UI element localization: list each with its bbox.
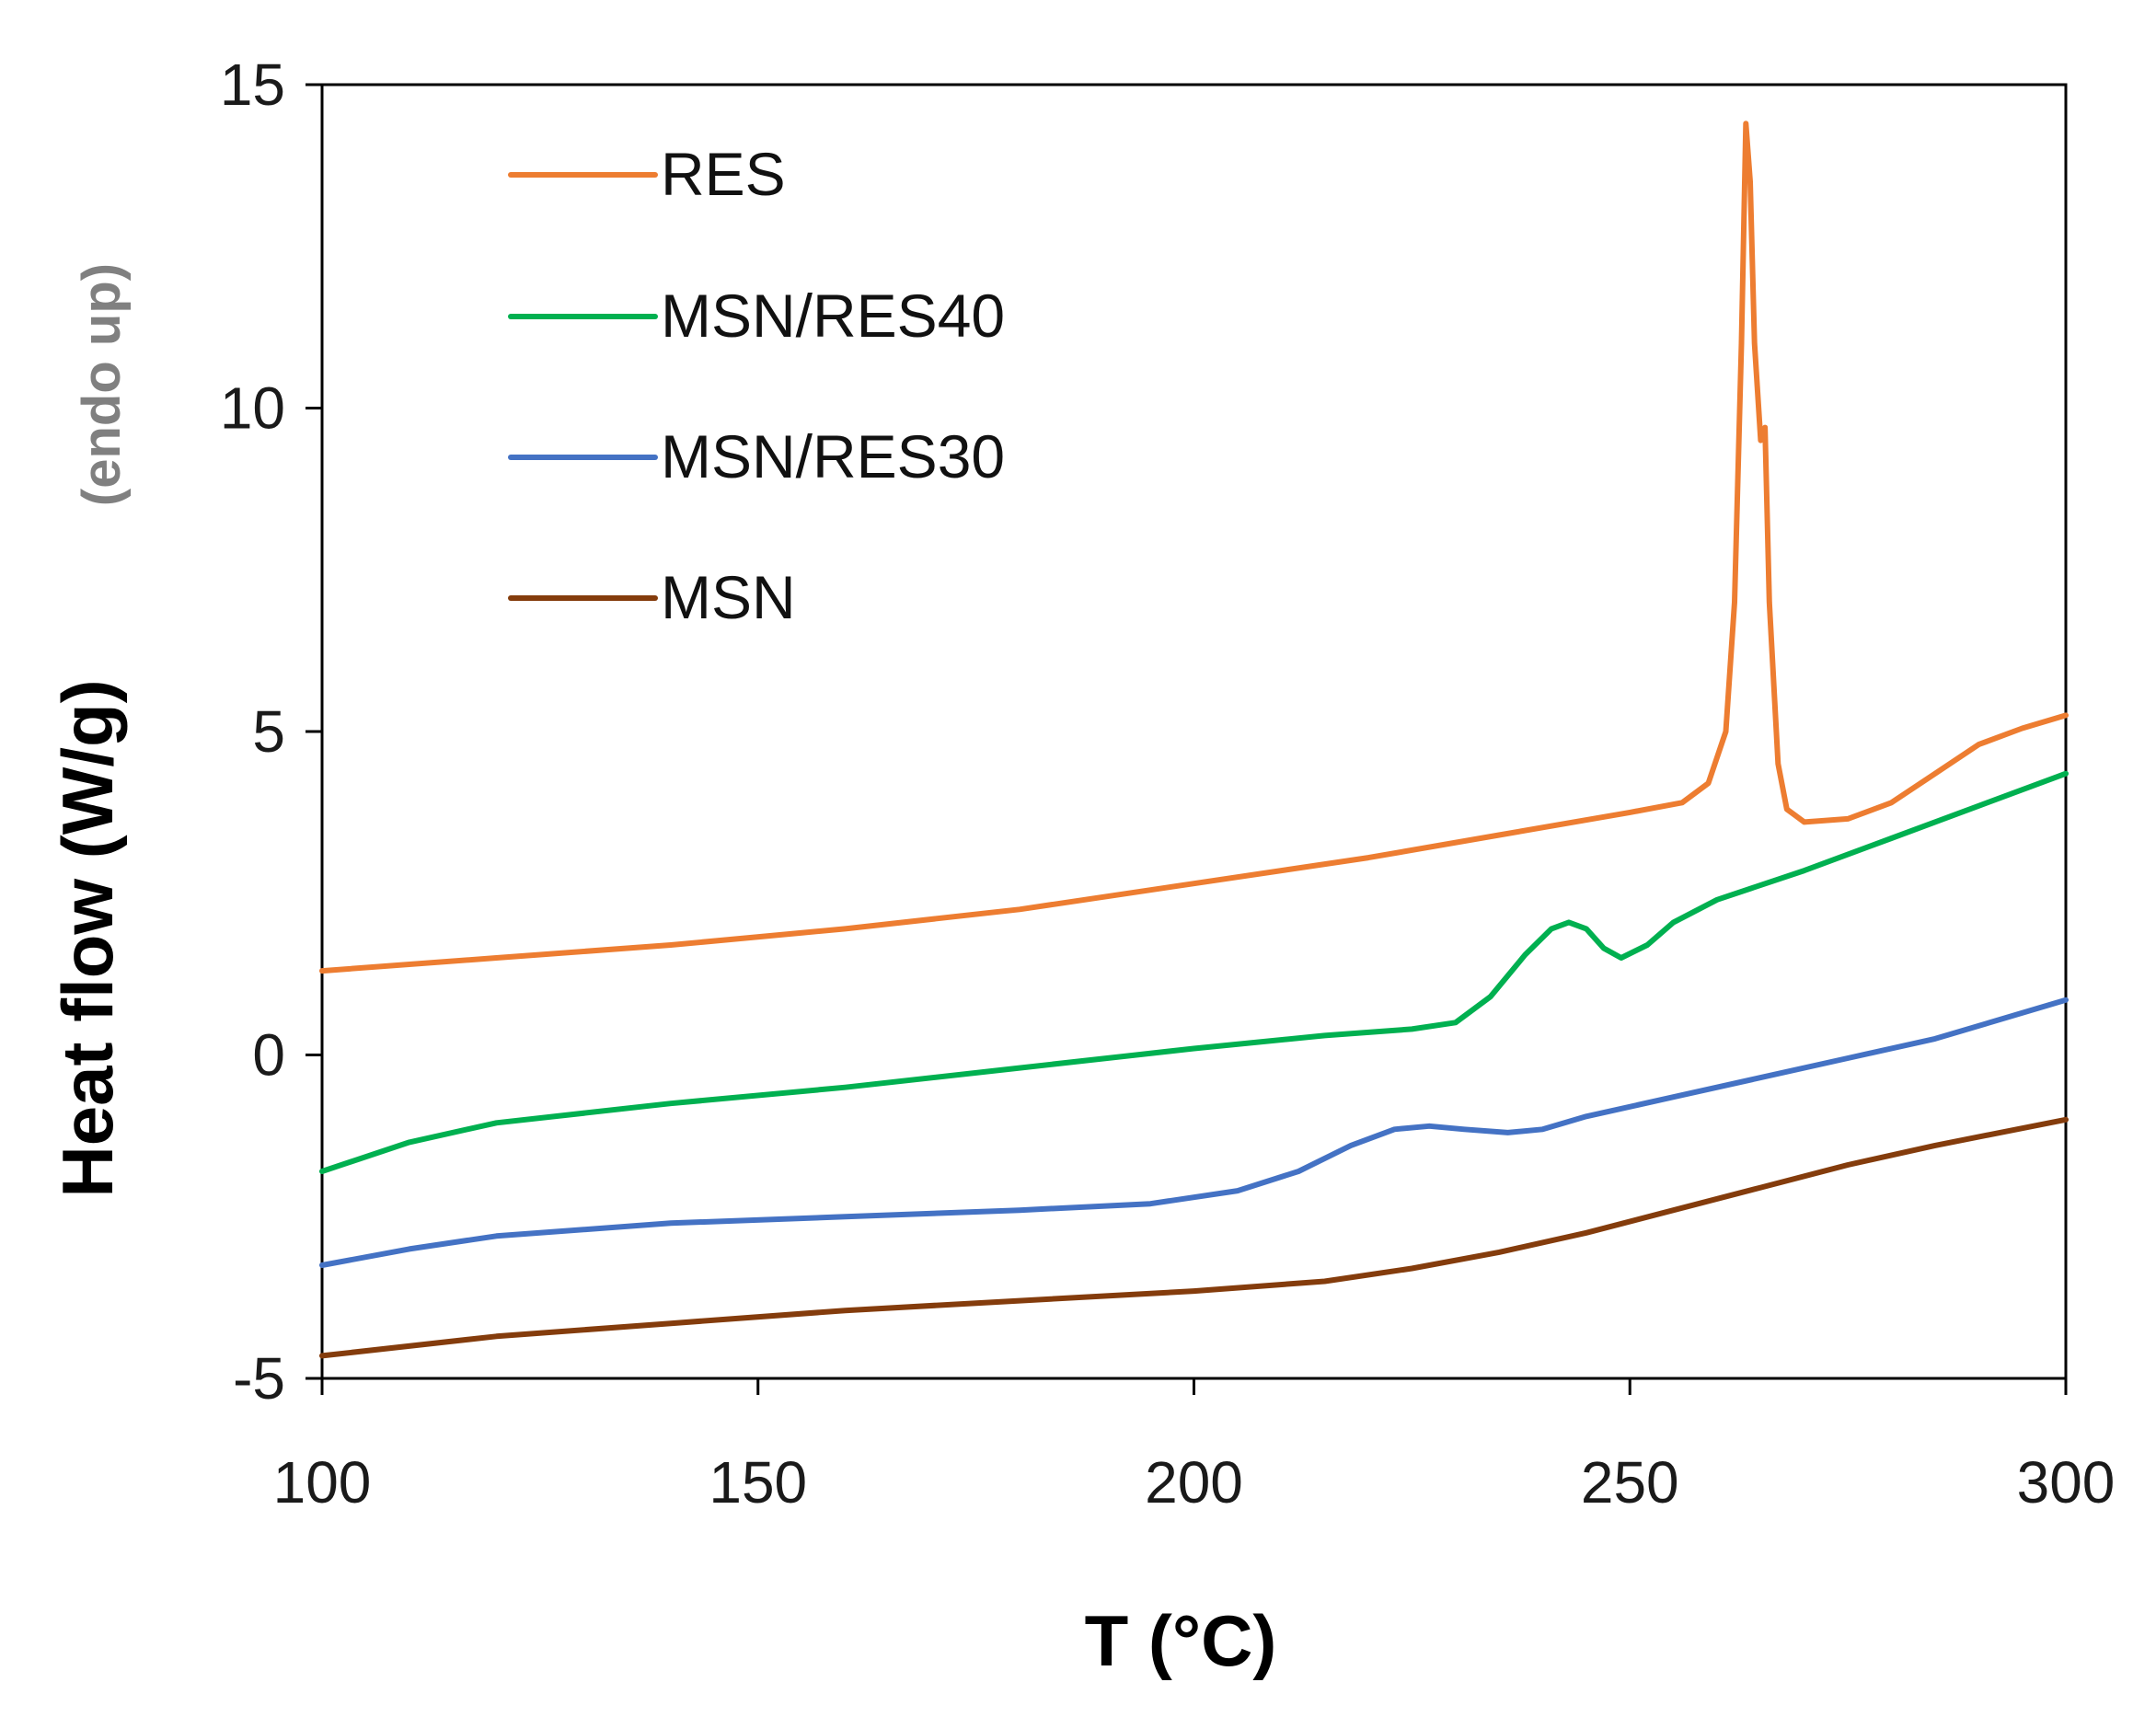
series-line-msn-res30 [319,997,2069,1268]
y-tick-label: 15 [220,52,285,118]
legend: RES MSN/RES40 MSN/RES30 MSN [508,140,1005,631]
y-tick-label: 10 [220,375,285,442]
x-tick-label: 250 [1581,1449,1679,1515]
series-line-msn [319,1116,2069,1359]
legend-label: RES [661,140,786,208]
y-axis-note: (endo up) [72,263,132,506]
x-axis-title: T (°C) [1085,1600,1277,1681]
y-axis: -5 0 5 10 15 [220,52,322,1412]
plot-frame [320,83,2068,1380]
y-axis-title: Heat flow (W/g) [47,679,128,1197]
series-layer [319,121,2069,1359]
x-axis: 100 150 200 250 300 [273,1378,2116,1515]
x-tick-label: 200 [1145,1449,1243,1515]
legend-label: MSN [661,563,796,631]
y-tick-label: 5 [252,698,285,765]
x-tick-label: 150 [709,1449,807,1515]
y-tick-label: 0 [252,1022,285,1089]
legend-label: MSN/RES30 [661,422,1005,490]
legend-label: MSN/RES40 [661,282,1005,350]
x-tick-label: 100 [273,1449,372,1515]
x-tick-label: 300 [2017,1449,2116,1515]
y-tick-label: -5 [233,1345,285,1412]
series-line-msn-res40 [319,770,2069,1174]
plot-border [320,83,2068,1380]
series-line-res [319,121,2069,974]
